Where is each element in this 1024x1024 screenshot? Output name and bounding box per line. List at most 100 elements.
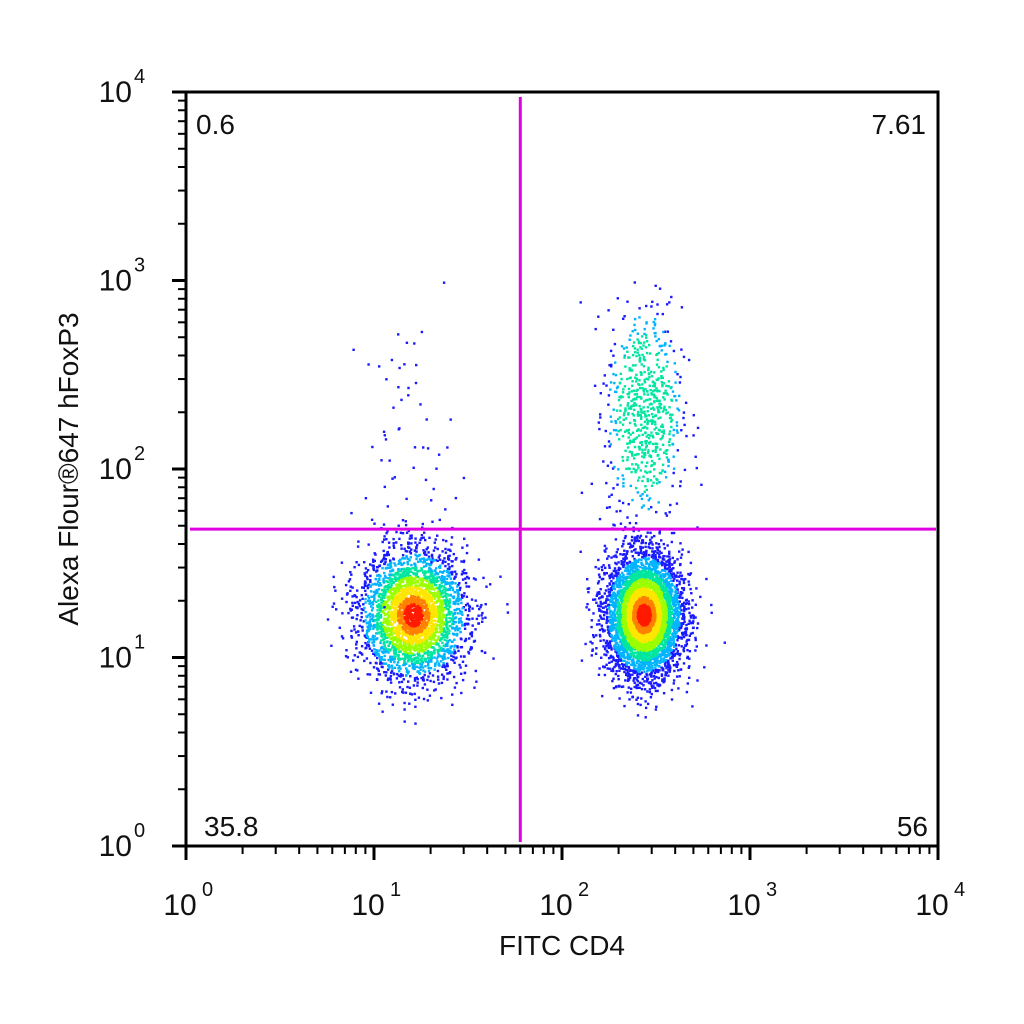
event-dot [423, 553, 427, 556]
event-dot [608, 642, 612, 645]
event-dot [580, 659, 584, 662]
event-dot [395, 594, 398, 597]
event-dot [413, 573, 416, 576]
event-dot [411, 609, 414, 612]
event-dot [669, 647, 672, 650]
event-dot [379, 621, 382, 624]
event-dot [375, 623, 378, 627]
event-dot [435, 571, 438, 575]
event-dot [621, 659, 625, 662]
event-dot [667, 570, 671, 573]
event-dot [436, 594, 439, 598]
event-dot [677, 669, 680, 672]
event-dot [464, 664, 468, 667]
event-dot [418, 627, 422, 630]
event-dot [365, 643, 369, 647]
event-dot [381, 540, 384, 544]
event-dot [678, 626, 681, 629]
event-dot [382, 577, 385, 580]
event-dot [676, 663, 680, 666]
event-dot [389, 559, 392, 562]
event-dot [631, 673, 634, 676]
event-dot [405, 593, 408, 596]
event-dot [426, 562, 429, 566]
event-dot [688, 634, 691, 637]
event-dot [607, 631, 610, 634]
event-dot [406, 653, 409, 656]
event-dot [401, 596, 404, 599]
event-dot [375, 649, 378, 652]
event-dot [407, 645, 410, 648]
event-dot [430, 657, 434, 660]
event-dot [387, 644, 391, 648]
event-dot [363, 606, 366, 610]
event-dot [408, 602, 412, 605]
event-dot [666, 544, 669, 547]
event-dot [613, 617, 616, 620]
event-dot [430, 629, 434, 633]
event-dot [403, 593, 406, 597]
event-dot [459, 598, 463, 601]
event-dot [671, 556, 674, 560]
event-dot [400, 646, 404, 650]
event-dot [672, 572, 675, 575]
event-dot [455, 572, 458, 576]
event-dot [676, 579, 679, 582]
event-dot [455, 556, 458, 560]
event-dot [451, 693, 454, 696]
event-dot [595, 634, 598, 637]
event-dot [649, 531, 652, 534]
event-dot [607, 555, 610, 558]
event-dot [383, 538, 386, 541]
event-dot [385, 690, 388, 693]
event-dot [655, 542, 658, 545]
event-dot [665, 560, 668, 563]
event-dot [660, 666, 663, 669]
event-dot [409, 636, 413, 639]
event-dot [506, 611, 510, 614]
event-dot [414, 581, 417, 584]
event-dot [428, 558, 431, 561]
event-dot [623, 553, 626, 556]
event-dot [646, 679, 649, 682]
event-dot [607, 626, 610, 629]
event-dot [422, 601, 425, 605]
event-dot [404, 642, 407, 645]
event-dot [446, 634, 449, 637]
event-dot [419, 569, 422, 572]
event-dot [651, 686, 654, 689]
event-dot [367, 583, 371, 586]
event-dot [613, 613, 617, 616]
event-dot [399, 657, 403, 660]
event-dot [605, 663, 608, 666]
event-dot [425, 610, 428, 613]
event-dot [400, 628, 403, 631]
event-dot [418, 646, 422, 649]
event-dot [413, 627, 416, 630]
event-dot [626, 651, 629, 654]
event-dot [369, 585, 372, 588]
event-dot [648, 667, 651, 670]
event-dot [673, 594, 676, 597]
event-dot [414, 631, 417, 634]
event-dot [683, 609, 686, 613]
event-dot [407, 640, 410, 643]
event-dot [368, 638, 371, 641]
event-dot [653, 677, 656, 680]
event-dot [450, 617, 453, 620]
event-dot [411, 601, 414, 604]
event-dot [378, 616, 381, 619]
event-dot [350, 635, 353, 638]
event-dot [432, 649, 436, 653]
event-dot [373, 522, 376, 525]
event-dot [384, 633, 387, 636]
event-dot [420, 568, 423, 572]
event-dot [389, 574, 392, 577]
event-dot [652, 657, 655, 660]
event-dot [688, 657, 691, 660]
event-dot [609, 656, 612, 659]
event-dot [430, 604, 433, 607]
event-dot [606, 628, 610, 631]
event-dot [440, 581, 443, 585]
event-dot [407, 567, 410, 570]
